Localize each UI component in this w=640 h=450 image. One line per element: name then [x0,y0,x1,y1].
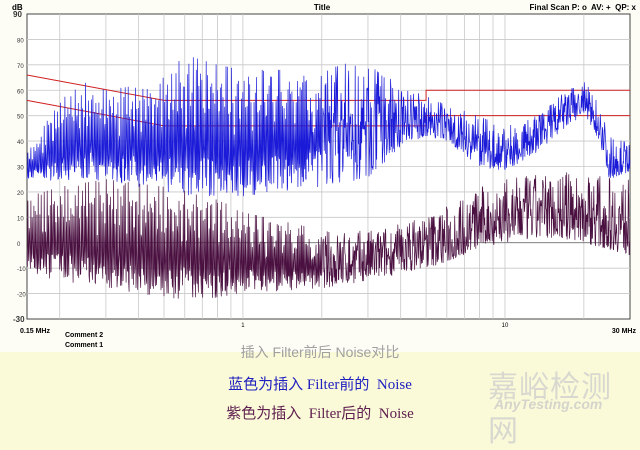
limit-line [26,74,630,101]
y-tick-label: 30 [17,166,24,172]
emi-chart: dB Title Final Scan P: o AV: + QP: x 0.1… [12,3,637,349]
comment-2: Comment 2 [65,332,103,339]
y-tick-label: -30 [13,315,25,324]
watermark-en: AnyTesting.com [494,396,603,412]
x-end-label: 30 MHz [612,328,637,335]
x-tick-label: 1 [241,323,245,329]
y-tick-label: -10 [17,267,26,273]
before-filter-trace [26,57,631,197]
y-tick-label: 90 [13,10,22,19]
caption-blue: 蓝色为插入 Filter前的 Noise [228,377,412,393]
y-axis-label: dB [12,3,23,12]
y-tick-label: 20 [17,191,24,197]
chart-title: Title [314,3,331,12]
caption-title: 插入 Filter前后 Noise对比 [240,344,400,360]
y-tick-label: 0 [17,242,21,248]
x-tick-label: 10 [502,323,509,329]
y-tick-label: 80 [17,38,24,44]
comment-1: Comment 1 [65,342,103,349]
y-tick-label: 70 [17,64,24,70]
legend-text: Final Scan P: o AV: + QP: x [530,3,637,12]
y-tick-label: 40 [17,140,24,146]
y-tick-label: 10 [17,216,24,222]
x-start-label: 0.15 MHz [20,328,50,335]
caption-purple: 紫色为插入 Filter后的 Noise [226,406,414,422]
after-filter-trace [26,172,631,299]
y-tick-label: 60 [17,89,24,95]
watermark-cn: 嘉峪检测网 [488,371,612,448]
y-tick-label: -20 [17,293,26,299]
y-tick-label: 50 [17,115,24,121]
